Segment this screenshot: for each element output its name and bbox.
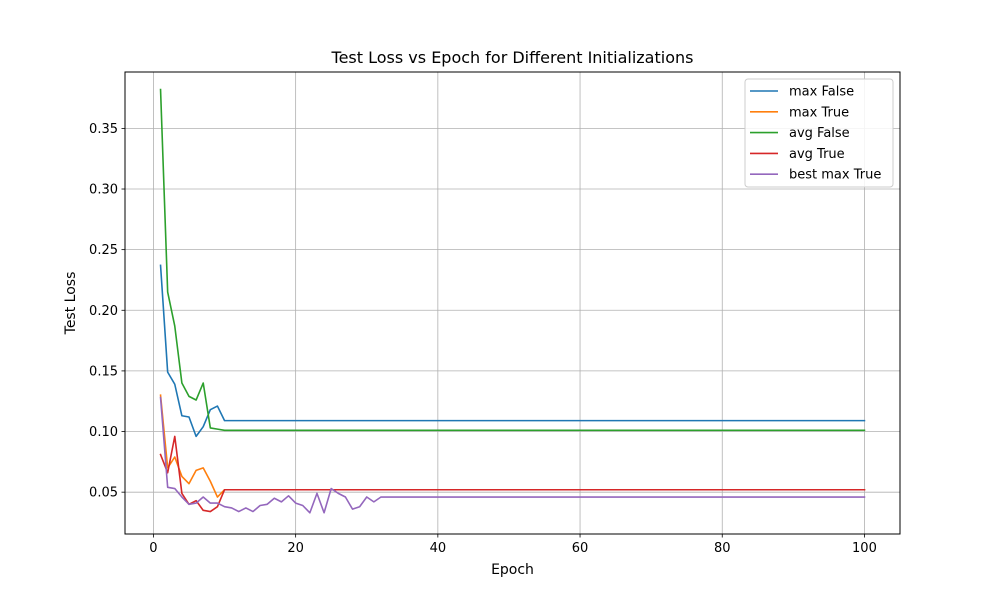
y-tick-label: 0.20 [89,304,118,319]
y-axis-label: Test Loss [63,272,79,336]
series-line-avg-false [159,88,866,432]
chart-title: Test Loss vs Epoch for Different Initial… [331,48,694,67]
series-line-max-true [159,394,866,498]
plot-area-frame [124,71,901,535]
legend-label: avg False [789,126,850,141]
legend-label: avg True [789,147,845,162]
legend-label: max False [789,85,854,100]
x-tick-label: 40 [430,541,447,556]
legend-frame [744,78,894,188]
x-tick-label: 80 [714,541,731,556]
x-axis-label: Epoch [491,562,534,578]
x-tick-label: 20 [287,541,304,556]
series-line-best-max-true [159,396,866,514]
y-tick-label: 0.35 [89,122,118,137]
axis-ticks: 0 20 40 60 80 100 0.05 0.10 0.15 0.20 0.25 0.30 0.35 [89,122,877,556]
legend-label: best max True [789,168,881,183]
y-tick-label: 0.15 [89,364,118,379]
legend-label: max True [789,105,849,120]
x-tick-label: 100 [852,541,877,556]
y-tick-label: 0.30 [89,183,118,198]
legend: max False max True avg False avg True best m… [744,78,894,188]
y-tick-label: 0.25 [89,243,118,258]
series-line-max-false [159,264,866,438]
y-tick-label: 0.10 [89,425,118,440]
y-tick-label: 0.05 [89,486,118,501]
x-tick-label: 0 [149,541,157,556]
series-lines [159,88,866,514]
x-tick-label: 60 [572,541,589,556]
series-line-avg-true [159,435,866,513]
